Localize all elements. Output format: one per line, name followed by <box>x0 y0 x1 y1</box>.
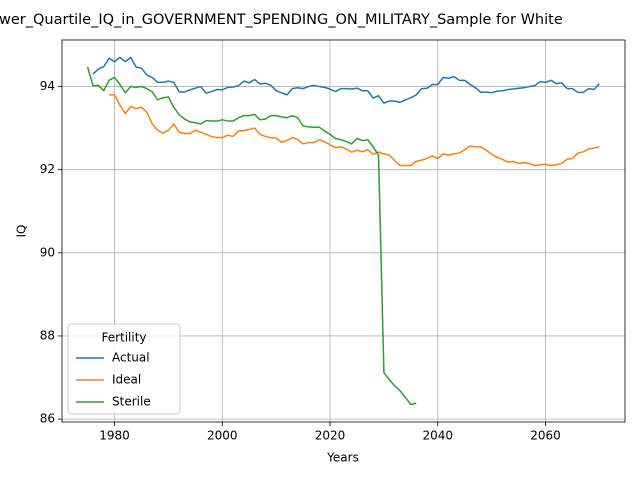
y-tick-label: 90 <box>40 245 55 259</box>
y-tick-label: 88 <box>40 328 55 342</box>
line-series <box>109 94 600 167</box>
x-tick-label: 2060 <box>530 429 561 443</box>
legend-box <box>67 323 181 415</box>
x-tick-label: 2020 <box>315 429 346 443</box>
legend-label: Ideal <box>112 373 141 387</box>
y-tick-label: 86 <box>40 412 55 426</box>
legend-label: Sterile <box>112 395 151 409</box>
y-tick-label: 94 <box>40 79 55 93</box>
x-tick-label: 2040 <box>423 429 454 443</box>
line-series <box>92 56 600 104</box>
axes-frame <box>61 39 626 423</box>
x-axis-label: Years <box>326 451 359 465</box>
y-tick-label: 92 <box>40 162 55 176</box>
x-tick-label: 2000 <box>207 429 238 443</box>
line-series <box>86 66 417 406</box>
legend-label: Actual <box>112 351 150 365</box>
chart-title: wer_Quartile_IQ_in_GOVERNMENT_SPENDING_O… <box>0 12 563 28</box>
y-axis-label: IQ <box>15 225 29 238</box>
legend-title: Fertility <box>101 331 146 345</box>
x-tick-label: 1980 <box>99 429 130 443</box>
